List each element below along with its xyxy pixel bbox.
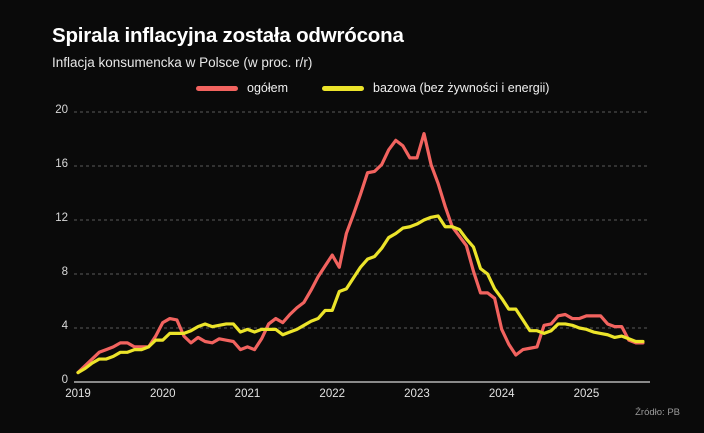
y-axis-tick-label: 20 xyxy=(55,104,68,116)
legend-label-total: ogółem xyxy=(247,81,288,95)
chart-legend: ogółem bazowa (bez żywności i energii) xyxy=(196,81,549,95)
y-axis-tick-label: 4 xyxy=(61,320,68,332)
x-axis-tick-label: 2025 xyxy=(573,388,600,400)
x-axis-tick-label: 2024 xyxy=(488,388,515,400)
chart-series-group xyxy=(76,132,645,375)
legend-item-core[interactable]: bazowa (bez żywności i energii) xyxy=(322,81,549,95)
page-title: Spirala inflacyjna została odwrócona xyxy=(52,24,404,47)
legend-label-core: bazowa (bez żywności i energii) xyxy=(373,81,550,95)
series-line-total xyxy=(76,132,645,375)
x-axis-tick-label: 2023 xyxy=(404,388,430,400)
legend-swatch-core xyxy=(322,85,364,91)
chart-gridlines xyxy=(74,111,650,383)
x-axis-tick-label: 2022 xyxy=(319,388,346,400)
y-axis-tick-label: 16 xyxy=(55,158,68,170)
y-axis-tick-label: 0 xyxy=(61,374,68,386)
x-axis-tick-label: 2019 xyxy=(65,388,91,400)
chart-source-note: Źródło: PB xyxy=(635,407,680,418)
chart-subtitle: Inflacja konsumencka w Polsce (w proc. r… xyxy=(52,55,313,70)
y-axis-tick-label: 12 xyxy=(55,212,68,224)
x-axis-tick-label: 2021 xyxy=(234,388,261,400)
series-line-core xyxy=(76,214,645,375)
y-axis-tick-label: 8 xyxy=(61,266,68,278)
legend-swatch-total xyxy=(196,85,238,91)
legend-item-total[interactable]: ogółem xyxy=(196,81,288,95)
x-axis-tick-label: 2020 xyxy=(149,388,176,400)
